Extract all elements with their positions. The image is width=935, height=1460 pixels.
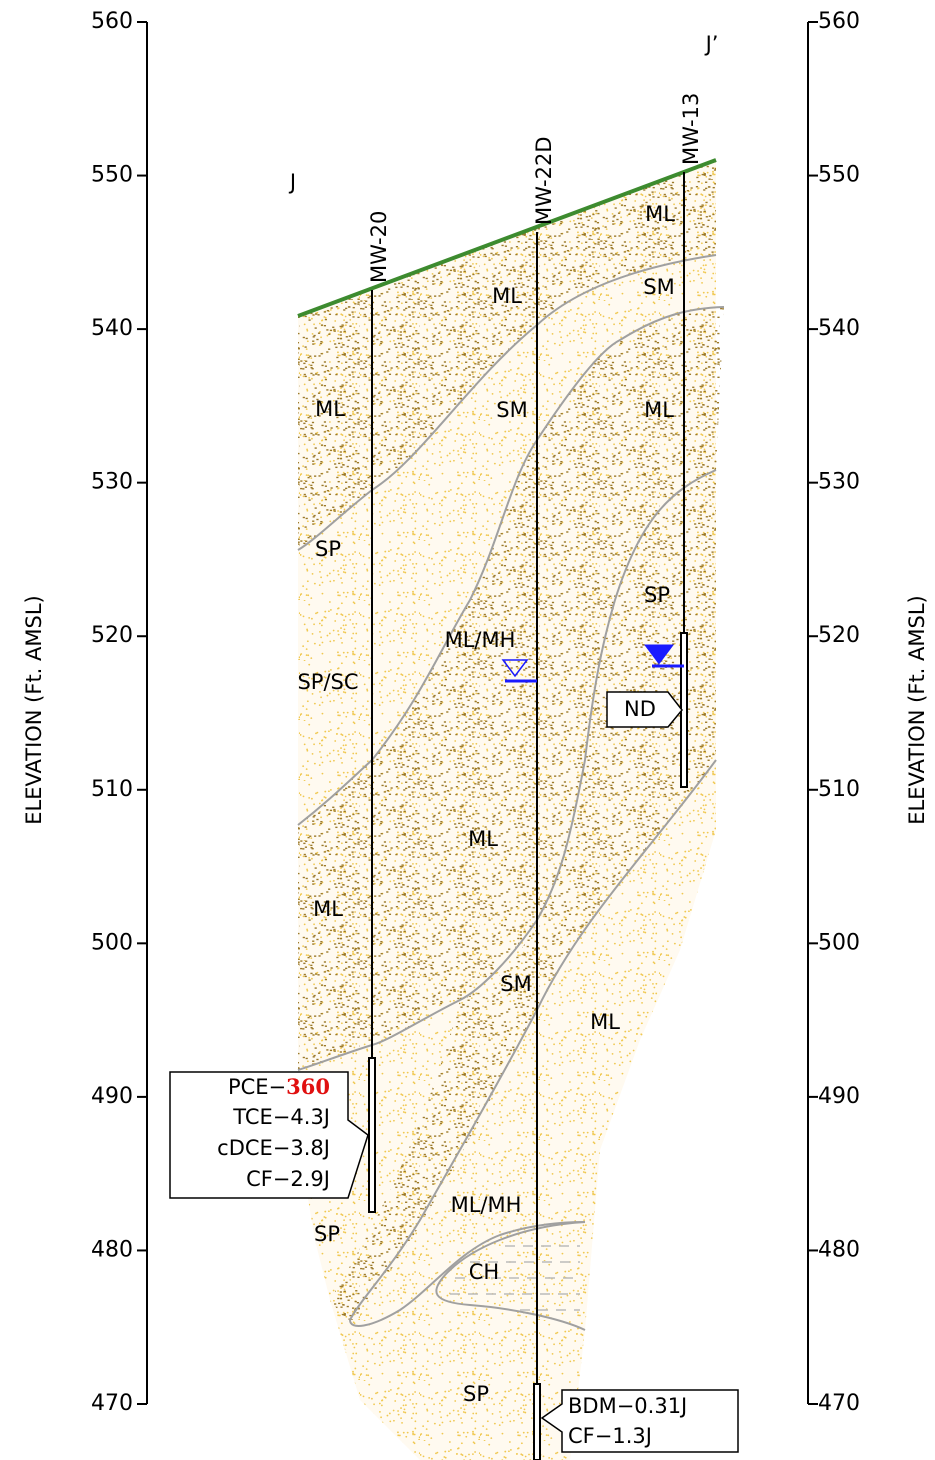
tick-label: 530 [91, 470, 133, 495]
tick-label: 500 [91, 930, 133, 955]
soil-label: ML [644, 398, 674, 422]
well-label: MW-20 [367, 211, 391, 283]
axis-title: ELEVATION (Ft. AMSL) [905, 595, 929, 825]
tick-label: 530 [818, 470, 860, 495]
tick-label: 520 [91, 623, 133, 648]
tick-label: 560 [818, 9, 860, 34]
tick-label: 470 [818, 1391, 860, 1416]
callout-text: ND [624, 697, 656, 721]
soil-label: ML/MH [451, 1193, 522, 1217]
tick-label: 560 [91, 9, 133, 34]
tick-label: 480 [818, 1237, 860, 1262]
axis-title: ELEVATION (Ft. AMSL) [22, 595, 46, 825]
well-screen [534, 1384, 540, 1460]
tick-label: 500 [818, 930, 860, 955]
tick-label: 490 [91, 1084, 133, 1109]
callout-text: cDCE−3.8J [217, 1136, 330, 1160]
soil-label: SM [643, 275, 674, 299]
tick-label: 510 [818, 777, 860, 802]
soil-label: SM [500, 972, 531, 996]
soil-label: ML [313, 897, 343, 921]
well-screen [369, 1058, 375, 1212]
tick-label: 550 [91, 163, 133, 188]
soil-label: CH [469, 1260, 499, 1284]
soil-label: ML [645, 202, 675, 226]
tick-label: 540 [91, 316, 133, 341]
callout-text: CF−1.3J [568, 1424, 652, 1448]
callout-text: PCE−360 [228, 1074, 330, 1100]
soil-label: ML [492, 284, 522, 308]
well-label: MW-22D [532, 136, 556, 225]
soil-label: SP/SC [297, 670, 358, 694]
cross-section: MW-20 MW-22D MW-13 J J’ ML SP SP/SC ML S… [0, 0, 935, 1460]
soil-label: ML [590, 1010, 620, 1034]
tick-label: 480 [91, 1237, 133, 1262]
section-label: J [288, 170, 296, 194]
tick-label: 510 [91, 777, 133, 802]
soil-label: SM [496, 398, 527, 422]
well-label: MW-13 [679, 93, 703, 165]
soil-label: ML/MH [445, 628, 516, 652]
tick-label: 520 [818, 623, 860, 648]
result-highlight: 360 [286, 1074, 330, 1099]
soil-label: SP [315, 537, 341, 561]
callout-text: BDM−0.31J [568, 1394, 687, 1418]
page: {"axis":{"left_title":"ELEVATION (Ft. AM… [0, 0, 935, 1460]
soil-label: SP [644, 583, 670, 607]
tick-label: 550 [818, 163, 860, 188]
soil-label: ML [315, 397, 345, 421]
callout-text: CF−2.9J [246, 1167, 330, 1191]
callout-text: TCE−4.3J [232, 1105, 330, 1129]
tick-label: 490 [818, 1084, 860, 1109]
soil-label: ML [468, 827, 498, 851]
soil-label: SP [463, 1382, 489, 1406]
tick-label: 540 [818, 316, 860, 341]
soil-label: SP [314, 1222, 340, 1246]
section-label: J’ [704, 32, 719, 56]
tick-label: 470 [91, 1391, 133, 1416]
analyte: PCE− [228, 1075, 286, 1099]
